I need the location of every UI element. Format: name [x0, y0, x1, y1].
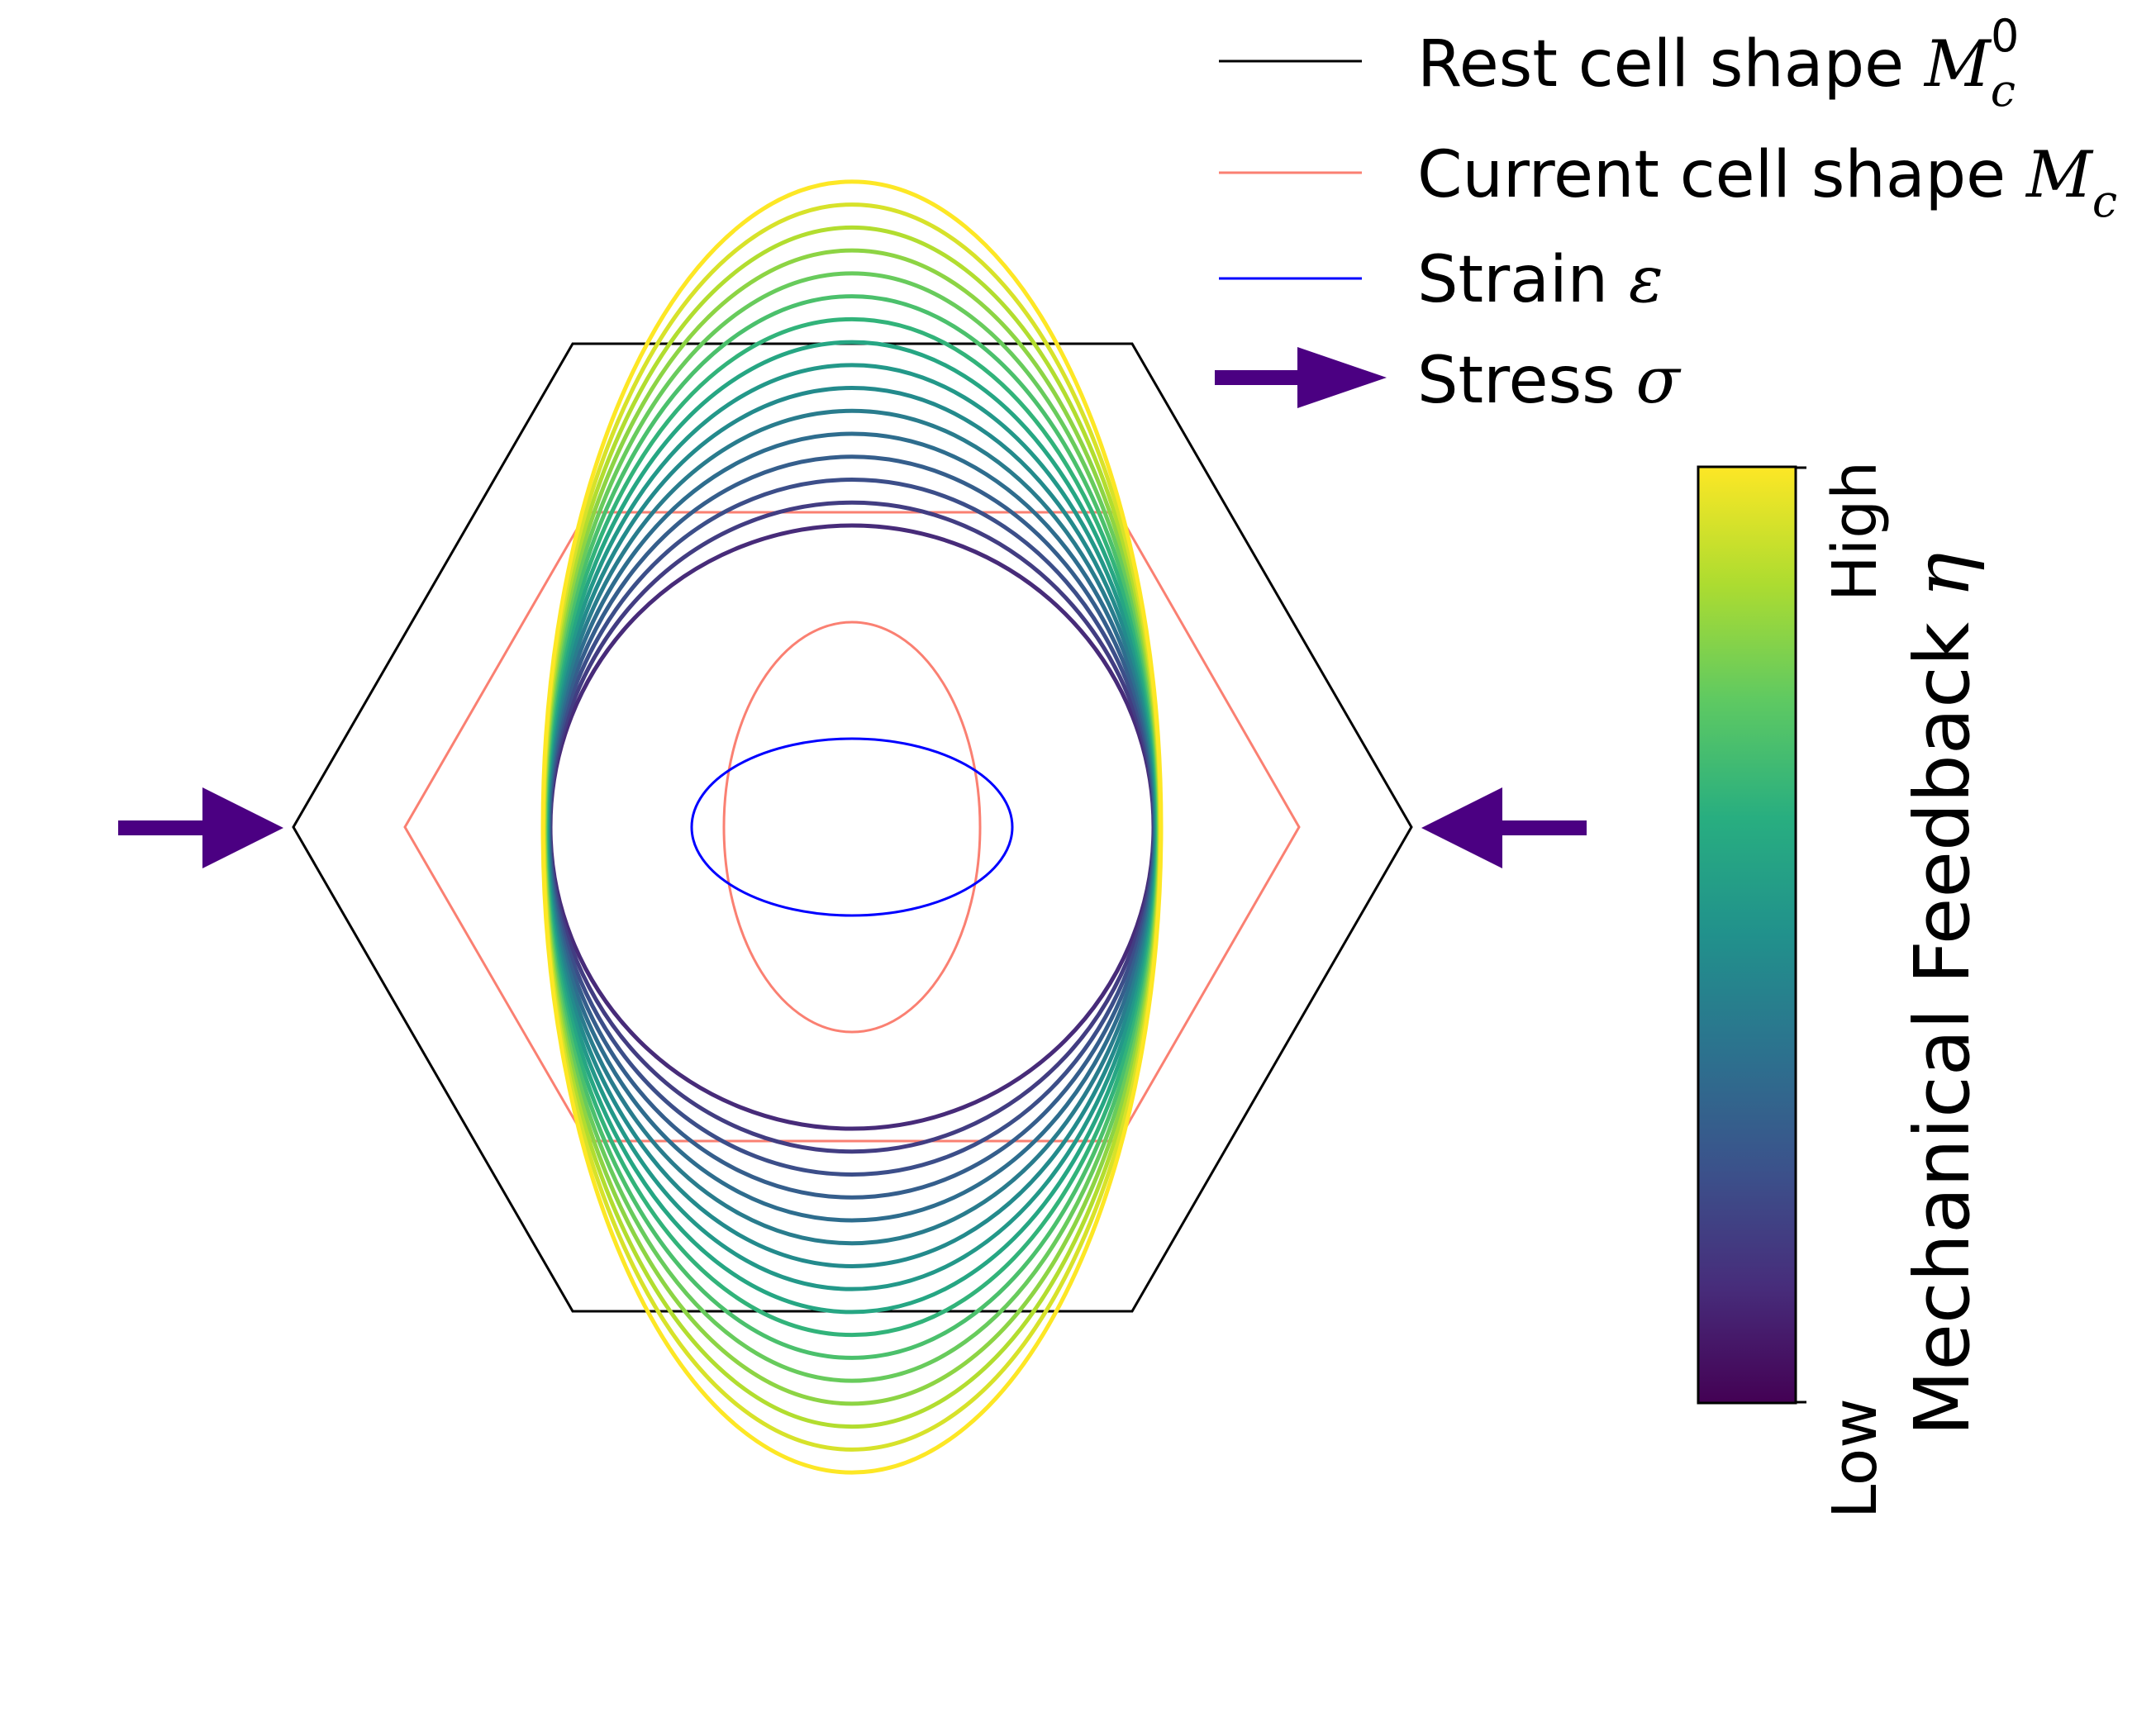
colorbar-tick-label-low: Low: [1820, 1398, 1891, 1519]
feedback-ellipse: [540, 179, 1164, 1475]
colorbar-tick-label-high: High: [1820, 461, 1891, 602]
feedback-ellipses: [540, 179, 1164, 1475]
legend-rest-label: Rest cell shape Mc0: [1417, 10, 2019, 117]
legend-current-label: Current cell shape Mc: [1417, 138, 2117, 227]
legend-strain-label: Strain ε: [1417, 243, 1663, 317]
feedback-ellipse: [541, 202, 1163, 1452]
colorbar: High Low Mechanical Feedback η: [1697, 461, 1987, 1519]
feedback-ellipse: [548, 523, 1156, 1131]
legend-stress-swatch: [1215, 347, 1387, 408]
legend: Rest cell shape Mc0 Current cell shape M…: [1215, 10, 2117, 418]
feedback-ellipse: [541, 225, 1163, 1429]
feedback-ellipse: [542, 248, 1162, 1406]
current-cell-hexagon: [403, 511, 1301, 1143]
cell-diagram: [118, 179, 1587, 1475]
strain-ellipse: [690, 737, 1014, 917]
feedback-ellipse: [545, 408, 1159, 1246]
current-cell-ellipse: [722, 621, 982, 1034]
colorbar-gradient: [1697, 465, 1797, 1405]
feedback-ellipse: [546, 454, 1158, 1200]
feedback-ellipse: [547, 500, 1157, 1154]
feedback-ellipse: [546, 431, 1158, 1223]
legend-stress-label: Stress σ: [1417, 344, 1682, 418]
feedback-ellipse: [545, 386, 1159, 1268]
feedback-ellipse: [547, 478, 1157, 1177]
stress-arrow-left: [118, 787, 283, 868]
rest-cell-hexagon: [292, 342, 1413, 1313]
feedback-ellipse: [544, 340, 1160, 1315]
colorbar-label: Mechanical Feedback η: [1898, 553, 1987, 1436]
feedback-ellipse: [544, 316, 1160, 1338]
stress-arrow-right: [1421, 787, 1587, 868]
feedback-ellipse: [542, 271, 1162, 1383]
